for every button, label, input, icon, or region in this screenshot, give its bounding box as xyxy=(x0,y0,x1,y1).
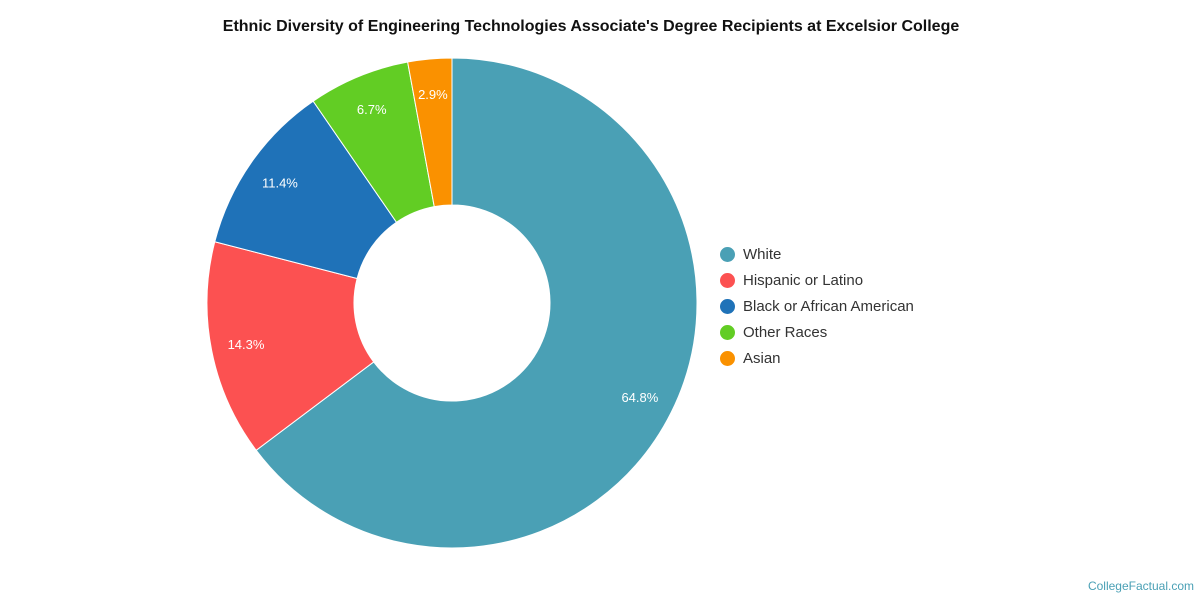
legend-item-other[interactable]: Other Races xyxy=(720,319,914,345)
data-label: 14.3% xyxy=(228,337,265,352)
watermark-link[interactable]: CollegeFactual.com xyxy=(1087,579,1194,593)
slice-asian[interactable] xyxy=(407,57,453,208)
legend-item-asian[interactable]: Asian xyxy=(720,345,914,371)
data-label: 6.7% xyxy=(357,102,387,117)
legend-label: Other Races xyxy=(743,323,828,341)
slice-hispanic-or-latino[interactable] xyxy=(206,241,375,451)
legend-swatch xyxy=(720,350,735,366)
data-label: 64.8% xyxy=(621,390,658,405)
legend-item-white[interactable]: White xyxy=(720,241,914,267)
legend-item-hispanic[interactable]: Hispanic or Latino xyxy=(720,267,914,293)
slice-black-or-african-american[interactable] xyxy=(214,100,398,280)
legend-swatch xyxy=(720,246,735,262)
legend-label: Hispanic or Latino xyxy=(743,271,864,289)
legend-item-black[interactable]: Black or African American xyxy=(720,293,914,319)
legend-label: Asian xyxy=(743,349,781,367)
legend-label: White xyxy=(743,245,782,263)
data-label: 11.4% xyxy=(262,176,298,191)
slice-white[interactable] xyxy=(255,57,698,549)
legend-swatch xyxy=(720,272,735,288)
legend: White Hispanic or Latino Black or Africa… xyxy=(720,241,914,371)
chart-title: Ethnic Diversity of Engineering Technolo… xyxy=(222,18,960,35)
legend-label: Black or African American xyxy=(743,297,914,315)
data-label: 2.9% xyxy=(418,87,448,102)
legend-swatch xyxy=(720,298,735,314)
legend-swatch xyxy=(720,324,735,340)
